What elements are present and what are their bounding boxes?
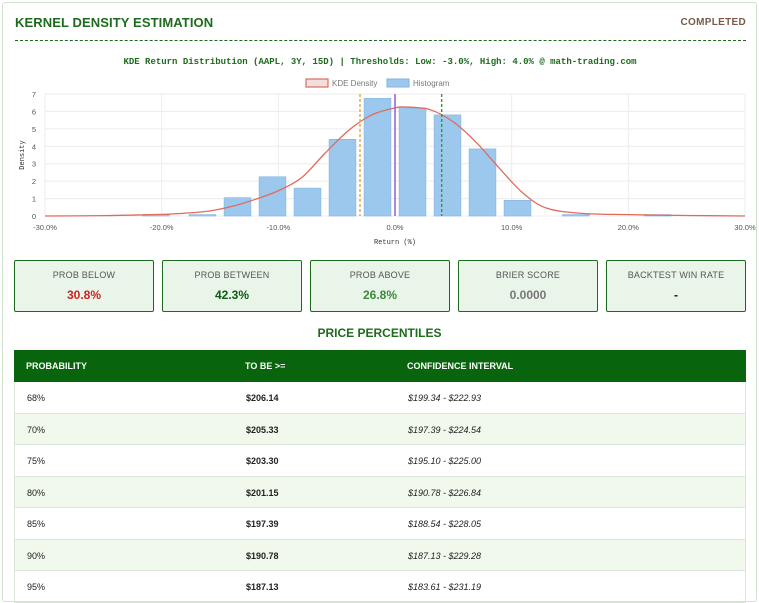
cell-probability: 80% bbox=[27, 487, 46, 498]
cell-price: $197.39 bbox=[246, 519, 279, 529]
panel-title: KERNEL DENSITY ESTIMATION bbox=[15, 15, 214, 30]
y-tick-label: 2 bbox=[32, 177, 36, 186]
histogram-bar bbox=[188, 214, 217, 217]
histogram-bar bbox=[433, 114, 462, 217]
cell-interval: $197.39 - $224.54 bbox=[408, 424, 482, 435]
histogram-bar bbox=[328, 139, 357, 217]
stat-label: PROB ABOVE bbox=[349, 270, 411, 280]
x-tick-label: -20.0% bbox=[150, 223, 174, 232]
cell-probability: 70% bbox=[27, 424, 46, 435]
stat-label: PROB BETWEEN bbox=[194, 270, 270, 280]
status-badge: COMPLETED bbox=[680, 17, 746, 28]
stats-row: PROB BELOW 30.8% PROB BETWEEN 42.3% PROB… bbox=[14, 260, 746, 312]
stat-label: BACKTEST WIN RATE bbox=[627, 270, 725, 280]
cell-interval: $195.10 - $225.00 bbox=[408, 456, 482, 466]
x-tick-label: -30.0% bbox=[33, 223, 57, 232]
x-axis-title: Return (%) bbox=[374, 239, 416, 247]
histogram-bar bbox=[363, 98, 392, 217]
cell-probability: 75% bbox=[27, 456, 46, 466]
stat-label: BRIER SCORE bbox=[495, 270, 561, 280]
cell-price: $205.33 bbox=[246, 424, 279, 435]
table-row: 85% $197.39 $188.54 - $228.05 bbox=[14, 508, 746, 540]
table-row: 80% $201.15 $190.78 - $226.84 bbox=[14, 476, 746, 508]
x-tick-label: -10.0% bbox=[266, 223, 290, 232]
kde-curve bbox=[44, 106, 746, 217]
y-tick-label: 1 bbox=[32, 195, 36, 204]
table-row: 70% $205.33 $197.39 - $224.54 bbox=[14, 413, 746, 445]
histogram-bar bbox=[503, 200, 532, 217]
y-tick-label: 4 bbox=[32, 142, 36, 151]
cell-price: $190.78 bbox=[246, 550, 279, 561]
column-header-probability: PROBABILITY bbox=[26, 361, 88, 371]
stat-value: 0.0000 bbox=[509, 288, 547, 302]
table-row: 75% $203.30 $195.10 - $225.00 bbox=[14, 445, 746, 477]
x-tick-label: 20.0% bbox=[618, 223, 640, 232]
stat-label: PROB BELOW bbox=[52, 270, 116, 280]
cell-probability: 90% bbox=[27, 550, 46, 561]
stat-card-backtest-win-rate: BACKTEST WIN RATE - bbox=[606, 260, 746, 312]
cell-interval: $199.34 - $222.93 bbox=[408, 393, 482, 403]
cell-price: $203.30 bbox=[246, 456, 279, 466]
header-divider bbox=[15, 40, 746, 41]
legend-kde-swatch bbox=[305, 78, 329, 88]
panel-header: KERNEL DENSITY ESTIMATION COMPLETED bbox=[15, 15, 746, 41]
histogram-bar bbox=[293, 187, 322, 217]
table-header: PROBABILITY TO BE >= CONFIDENCE INTERVAL bbox=[14, 350, 746, 382]
x-tick-label: 30.0% bbox=[734, 223, 756, 232]
cell-interval: $183.61 - $231.19 bbox=[408, 582, 482, 592]
table-row: 68% $206.14 $199.34 - $222.93 bbox=[14, 382, 746, 414]
stat-value: - bbox=[674, 288, 678, 302]
histogram-bar bbox=[562, 214, 590, 217]
x-tick-label: 10.0% bbox=[501, 223, 523, 232]
table-row: 95% $187.13 $183.61 - $231.19 bbox=[14, 571, 746, 603]
cell-probability: 68% bbox=[27, 393, 46, 403]
percentiles-title: PRICE PERCENTILES bbox=[317, 326, 442, 340]
cell-price: $201.15 bbox=[246, 487, 279, 498]
percentiles-table: PROBABILITY TO BE >= CONFIDENCE INTERVAL… bbox=[14, 350, 746, 603]
y-tick-label: 5 bbox=[32, 125, 36, 134]
cell-interval: $187.13 - $229.28 bbox=[408, 550, 482, 561]
legend-histogram-label: Histogram bbox=[413, 79, 450, 88]
chart-title: KDE Return Distribution (AAPL, 3Y, 15D) … bbox=[123, 57, 637, 67]
legend-histogram-swatch bbox=[386, 78, 410, 88]
y-tick-label: 3 bbox=[32, 160, 36, 169]
cell-probability: 95% bbox=[27, 582, 46, 592]
y-tick-label: 7 bbox=[32, 90, 36, 99]
table-row: 90% $190.78 $187.13 - $229.28 bbox=[14, 539, 746, 571]
cell-probability: 85% bbox=[27, 519, 46, 529]
legend-kde-label: KDE Density bbox=[332, 79, 377, 88]
column-header-to-be: TO BE >= bbox=[245, 361, 286, 371]
stat-card-brier-score: BRIER SCORE 0.0000 bbox=[458, 260, 598, 312]
stat-card-prob-below: PROB BELOW 30.8% bbox=[14, 260, 154, 312]
y-tick-label: 0 bbox=[32, 212, 36, 221]
stat-value: 30.8% bbox=[66, 288, 102, 302]
cell-price: $187.13 bbox=[246, 582, 279, 592]
stat-value: 26.8% bbox=[362, 288, 398, 302]
stat-card-prob-between: PROB BETWEEN 42.3% bbox=[162, 260, 302, 312]
stat-card-prob-above: PROB ABOVE 26.8% bbox=[310, 260, 450, 312]
cell-price: $206.14 bbox=[246, 393, 279, 403]
column-header-confidence: CONFIDENCE INTERVAL bbox=[407, 361, 514, 371]
y-axis-title: Density bbox=[19, 140, 27, 169]
cell-interval: $188.54 - $228.05 bbox=[408, 519, 482, 529]
y-tick-label: 6 bbox=[32, 107, 36, 116]
kde-chart: KDE Return Distribution (AAPL, 3Y, 15D) … bbox=[19, 57, 756, 247]
histogram-bar bbox=[398, 107, 427, 217]
cell-interval: $190.78 - $226.84 bbox=[408, 487, 482, 498]
x-tick-label: 0.0% bbox=[386, 223, 403, 232]
stat-value: 42.3% bbox=[214, 288, 250, 302]
